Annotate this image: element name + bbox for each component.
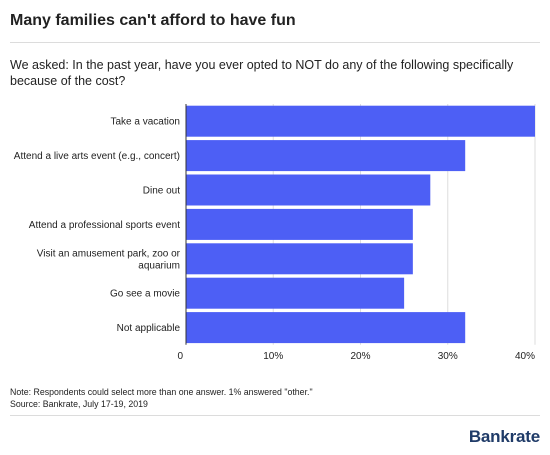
category-label: Attend a live arts event (e.g., concert) xyxy=(14,151,180,162)
title-divider xyxy=(10,42,540,43)
chart-footnote: Note: Respondents could select more than… xyxy=(10,386,313,410)
bar-chart: Take a vacation Attend a live arts event … xyxy=(14,104,536,362)
x-tick-label: 40% xyxy=(515,351,535,362)
bar xyxy=(186,243,413,275)
bar xyxy=(186,105,535,137)
source-text: Source: Bankrate, July 17-19, 2019 xyxy=(10,399,148,409)
note-text: Note: Respondents could select more than… xyxy=(10,387,313,397)
category-label: Visit an amusement park, zoo or aquarium xyxy=(37,248,181,271)
bar xyxy=(186,140,466,172)
bankrate-logo: Bankrate xyxy=(468,427,540,446)
category-label: Not applicable xyxy=(117,323,181,334)
category-label: Dine out xyxy=(143,186,180,197)
x-tick-label: 30% xyxy=(438,351,458,362)
x-tick-label: 0 xyxy=(177,351,183,362)
bar xyxy=(186,277,405,309)
footer-divider xyxy=(10,415,540,416)
category-label: Take a vacation xyxy=(111,117,181,128)
x-tick-label: 20% xyxy=(350,351,370,362)
category-label: Go see a movie xyxy=(110,289,180,300)
bar xyxy=(186,312,466,344)
bar xyxy=(186,174,431,206)
bar xyxy=(186,208,413,240)
chart-question: We asked: In the past year, have you eve… xyxy=(10,58,514,88)
x-tick-label: 10% xyxy=(263,351,283,362)
chart-title: Many families can't afford to have fun xyxy=(10,12,296,29)
category-label: Attend a professional sports event xyxy=(29,220,180,231)
